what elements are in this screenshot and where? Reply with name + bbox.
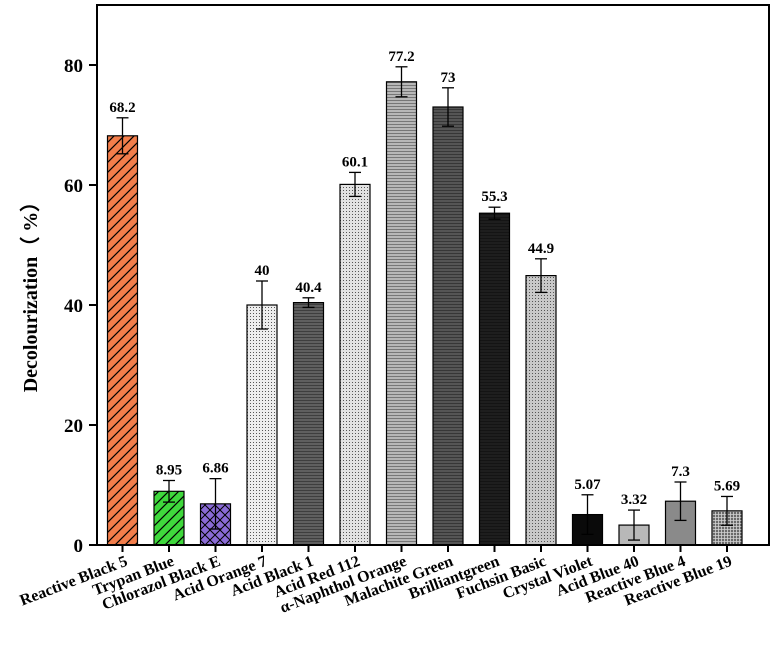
y-tick-label: 60	[64, 176, 83, 197]
value-label: 3.32	[621, 492, 647, 508]
bar-pattern	[433, 107, 463, 545]
value-label: 60.1	[342, 154, 368, 170]
bar-pattern	[107, 135, 138, 546]
bar-pattern	[386, 81, 417, 546]
bar-pattern	[340, 184, 370, 545]
bar-pattern	[526, 275, 556, 545]
y-tick-label: 40	[64, 296, 83, 317]
y-tick-label: 20	[64, 416, 83, 437]
value-label: 40.4	[295, 280, 322, 296]
bar-pattern	[293, 302, 324, 545]
y-tick-label: 0	[74, 536, 84, 557]
y-axis-label: Decolourization（ %）	[19, 192, 42, 393]
value-label: 77.2	[388, 49, 414, 65]
value-label: 44.9	[528, 241, 554, 257]
value-label: 55.3	[481, 189, 507, 205]
value-label: 5.69	[714, 478, 740, 494]
value-label: 6.86	[202, 461, 229, 477]
value-label: 40	[255, 263, 270, 279]
bars	[106, 81, 743, 546]
value-label: 7.3	[671, 464, 690, 480]
value-label: 5.07	[574, 477, 601, 493]
plot-frame	[96, 4, 770, 546]
y-axis-ticks: 0 20 40 60 80	[64, 56, 97, 557]
value-label: 8.95	[156, 463, 182, 479]
bar-pattern	[479, 213, 510, 545]
y-tick-label: 80	[64, 56, 83, 77]
value-labels: 68.2 8.95 6.86 40 40.4 60.1 77.2 73 55.3 44.9 5.07…	[109, 49, 740, 508]
bar-pattern	[247, 305, 277, 545]
value-label: 73	[441, 70, 456, 86]
error-bars	[116, 66, 733, 541]
value-label: 68.2	[109, 100, 135, 116]
